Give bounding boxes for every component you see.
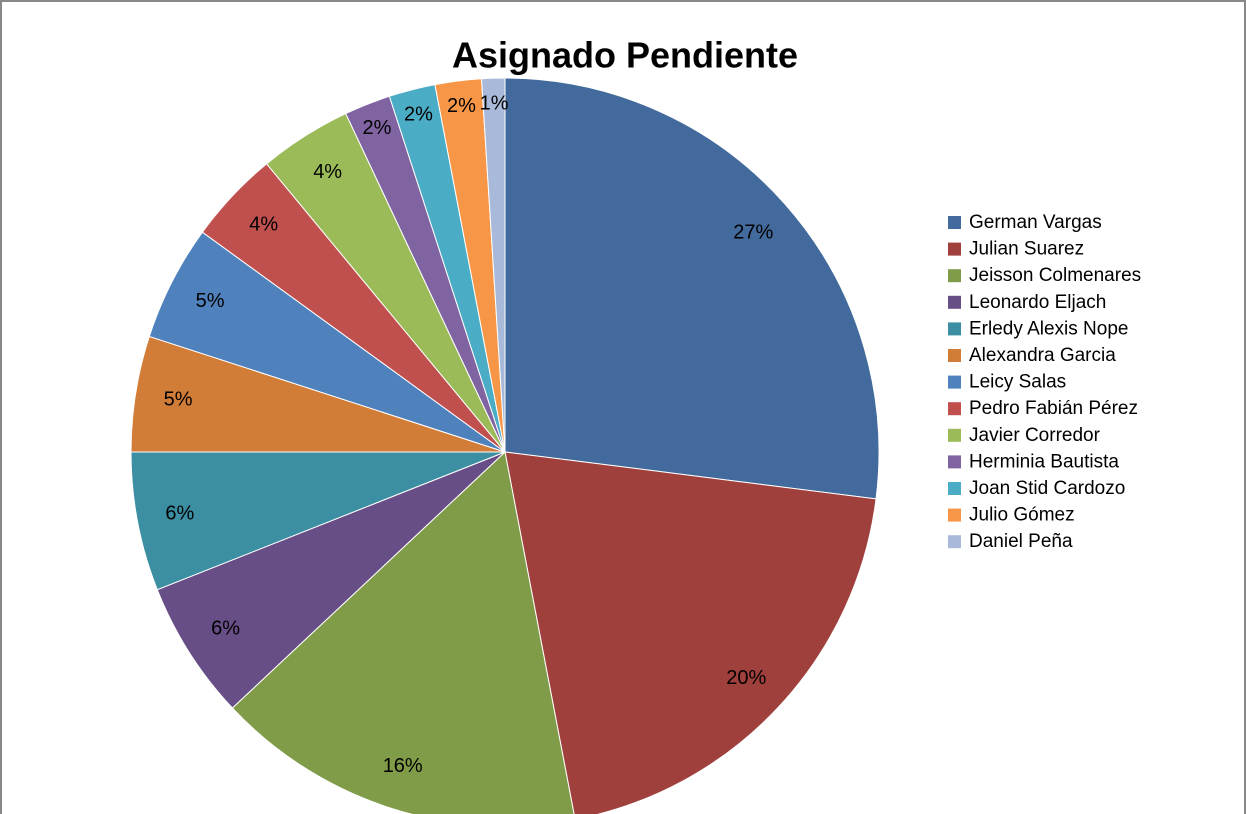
legend-label: Leonardo Eljach [969,292,1106,313]
legend-label: Javier Corredor [969,425,1101,446]
chart-title: Asignado Pendiente [452,35,798,76]
data-label: 1% [480,93,509,115]
legend-swatch [948,216,961,229]
pie-slice [231,451,575,814]
legend-swatch [948,455,961,469]
pie-slice [480,77,506,453]
legend: German Vargas Julian Suarez Jeisson Colmen… [948,212,1141,552]
legend-swatch [948,428,961,442]
data-label: 2% [363,117,392,139]
legend-label: Joan Stid Cardozo [969,478,1125,499]
data-label: 4% [313,161,342,183]
legend-swatch [948,402,961,416]
legend-label: Daniel Peña [969,531,1073,552]
legend-swatch [948,269,961,283]
legend-label: Herminia Bautista [969,451,1119,472]
data-label: 4% [249,214,278,236]
data-label: 2% [404,103,433,125]
legend-label: Jeisson Colmenares [969,265,1141,286]
legend-label: German Vargas [969,212,1102,233]
data-label: 16% [383,755,423,777]
data-label: 5% [164,389,193,411]
data-label: 20% [726,667,766,689]
legend-label: Julio Gómez [969,505,1075,526]
legend-label: Leicy Salas [969,372,1066,393]
data-label: 6% [165,502,194,524]
data-label: 5% [196,290,225,312]
legend-label: Julian Suarez [969,239,1084,260]
legend-swatch [948,242,961,256]
legend-swatch [948,322,961,336]
data-label: 2% [447,95,476,117]
pie-slice [156,451,506,709]
legend-label: Erledy Alexis Nope [969,318,1128,339]
data-label: 27% [733,221,773,243]
legend-swatch [948,482,961,495]
data-label: 6% [211,618,240,640]
legend-swatch [948,349,961,362]
legend-swatch [948,508,961,522]
pie-slice [504,77,880,500]
legend-swatch [948,535,961,549]
legend-label: Alexandra Garcia [969,345,1116,366]
legend-label: Pedro Fabián Pérez [969,398,1138,419]
pie-slice [504,451,877,814]
legend-swatch [948,295,961,309]
pie-slice [130,451,506,591]
pie: 27%20%16%6%6%5%5%4%4%2%2% 2% 1% [130,77,880,814]
legend-swatch [948,375,961,389]
